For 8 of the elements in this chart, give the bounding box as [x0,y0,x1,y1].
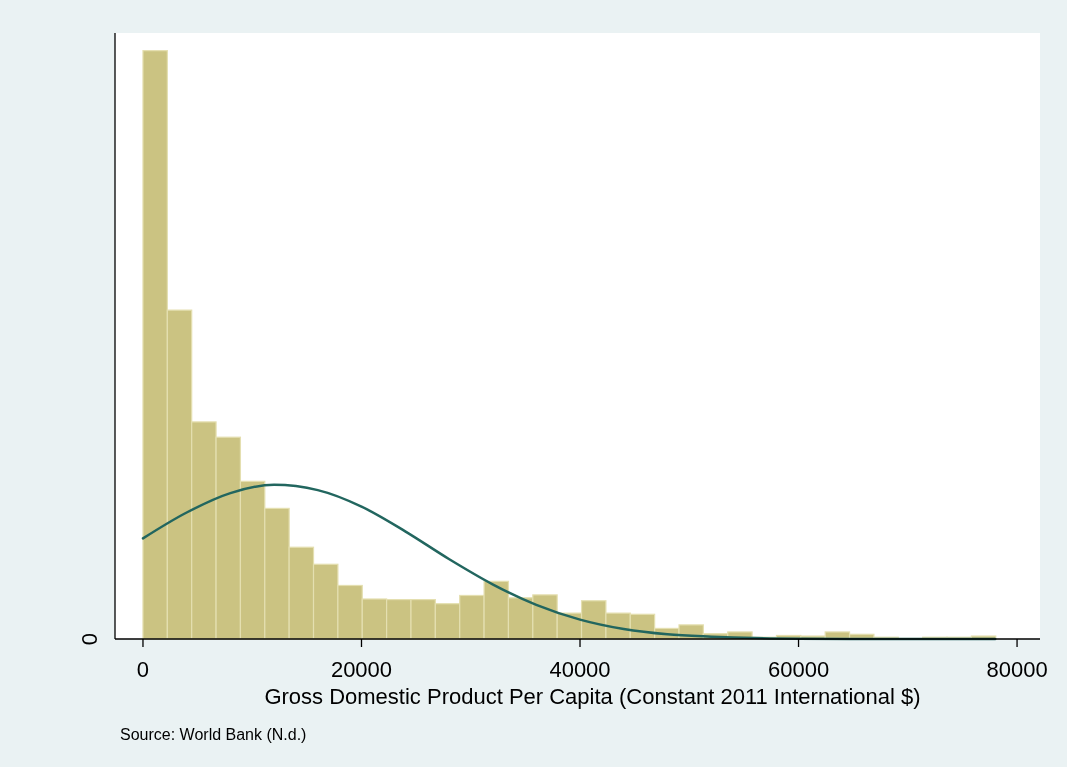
text: 0 [77,632,102,646]
x-tick-label: 80000 [986,657,1048,682]
x-tick-label: 60000 [767,657,830,682]
x-tick-label: 20000 [330,657,393,682]
x-axis-title: Gross Domestic Product Per Capita (Constant 2011 International $) [264,684,921,709]
source-note: Source: World Bank (N.d.) [120,726,307,743]
x-tick-label: 0 [136,657,150,682]
x-tick-label: 40000 [549,657,611,682]
